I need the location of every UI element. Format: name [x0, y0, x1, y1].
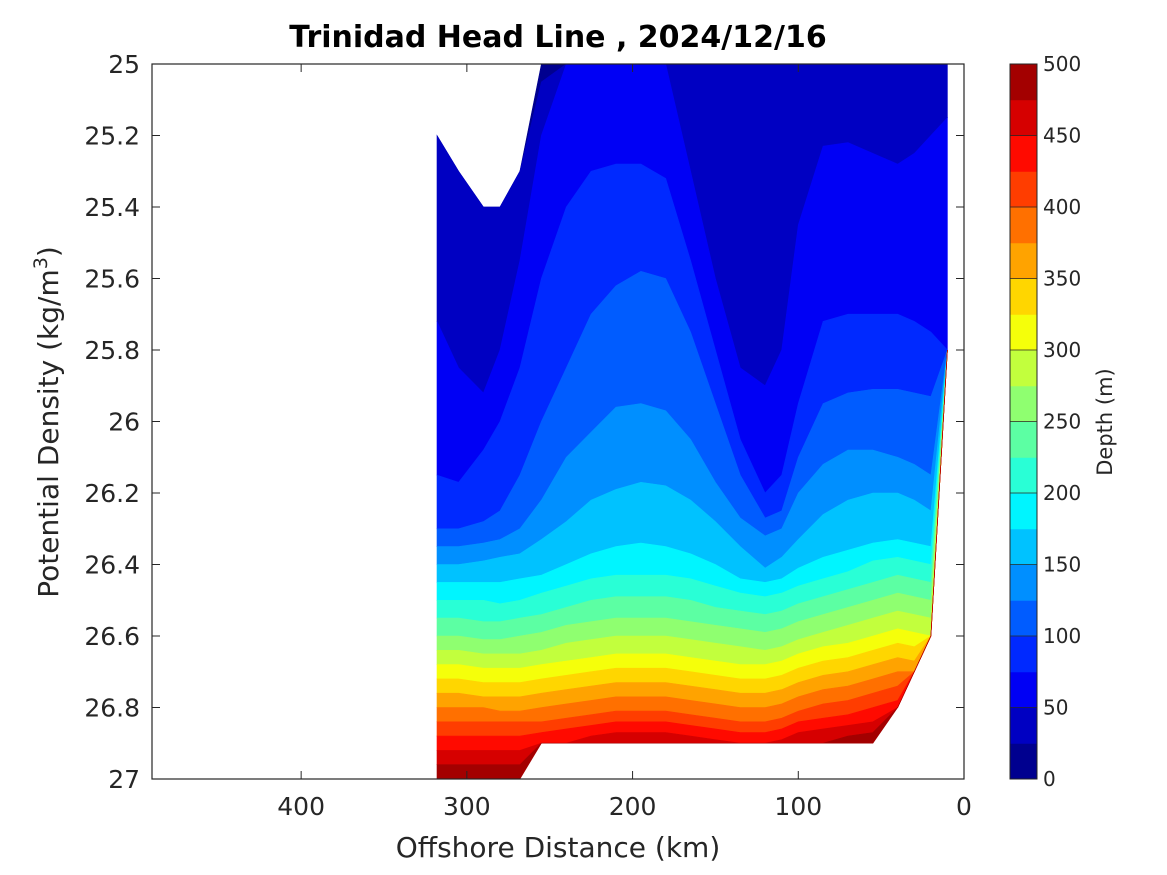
colorbar-segment [1010, 278, 1037, 315]
colorbar-segment [1010, 671, 1037, 708]
x-tick-label: 400 [277, 792, 325, 821]
colorbar-segment [1010, 171, 1037, 208]
x-axis-label: Offshore Distance (km) [396, 831, 721, 864]
colorbar-tick-label: 50 [1043, 696, 1068, 720]
colorbar-segment [1010, 421, 1037, 458]
y-axis-label-close: ) [32, 246, 65, 257]
colorbar-ticks: 0 50 100 150 200 250 300 350 400 450 500 [1010, 52, 1081, 791]
colorbar-tick-label: 400 [1043, 195, 1081, 219]
colorbar-segment [1010, 707, 1037, 744]
y-tick-label: 25 [108, 50, 140, 79]
colorbar-tick-label: 450 [1043, 124, 1081, 148]
x-tick-label: 200 [609, 792, 657, 821]
y-tick-label: 26.4 [84, 551, 140, 580]
y-tick-label: 25.2 [84, 122, 140, 151]
y-axis-label: Potential Density (kg/m3) [30, 246, 65, 598]
colorbar-segment [1010, 528, 1037, 565]
y-axis-label-main: Potential Density (kg/m [32, 269, 65, 598]
x-tick-label: 100 [774, 792, 822, 821]
y-tick-label: 25.4 [84, 193, 140, 222]
colorbar-tick-label: 200 [1043, 481, 1081, 505]
colorbar-label: Depth (m) [1093, 368, 1117, 475]
y-tick-label: 25.8 [84, 336, 140, 365]
colorbar-segment [1010, 350, 1037, 387]
colorbar-segment [1010, 564, 1037, 601]
y-axis-ticks: 25 25.2 25.4 25.6 25.8 26 26.2 26.4 26.6 26.8 27 [84, 50, 964, 794]
colorbar-segment [1010, 743, 1037, 780]
colorbar-segment [1010, 242, 1037, 279]
colorbar-tick-label: 150 [1043, 553, 1081, 577]
colorbar-segment [1010, 135, 1037, 172]
chart-title: Trinidad Head Line , 2024/12/16 [289, 20, 826, 55]
x-axis-ticks: 400 300 200 100 0 [277, 64, 972, 821]
colorbar-tick-label: 500 [1043, 52, 1081, 76]
colorbar-tick-label: 300 [1043, 338, 1081, 362]
colorbar-segment [1010, 207, 1037, 244]
colorbar-tick-label: 0 [1043, 767, 1056, 791]
colorbar-tick-label: 250 [1043, 410, 1081, 434]
colorbar-segment [1010, 64, 1037, 101]
y-axis-label-superscript: 3 [30, 257, 52, 269]
colorbar-segment [1010, 457, 1037, 494]
contour-bands [436, 64, 948, 779]
contour-band [436, 349, 948, 779]
colorbar-segment [1010, 314, 1037, 351]
y-tick-label: 26.2 [84, 479, 140, 508]
x-tick-label: 300 [443, 792, 491, 821]
colorbar-segment [1010, 99, 1037, 136]
colorbar-tick-label: 350 [1043, 267, 1081, 291]
y-tick-label: 26.8 [84, 694, 140, 723]
colorbar-segment [1010, 636, 1037, 673]
colorbar-tick-label: 100 [1043, 624, 1081, 648]
colorbar-segment [1010, 600, 1037, 637]
y-tick-label: 26 [108, 408, 140, 437]
y-tick-label: 26.6 [84, 622, 140, 651]
y-tick-label: 25.6 [84, 265, 140, 294]
colorbar [1010, 64, 1037, 780]
colorbar-segment [1010, 385, 1037, 422]
y-tick-label: 27 [108, 765, 140, 794]
colorbar-segment [1010, 493, 1037, 530]
x-tick-label: 0 [956, 792, 972, 821]
